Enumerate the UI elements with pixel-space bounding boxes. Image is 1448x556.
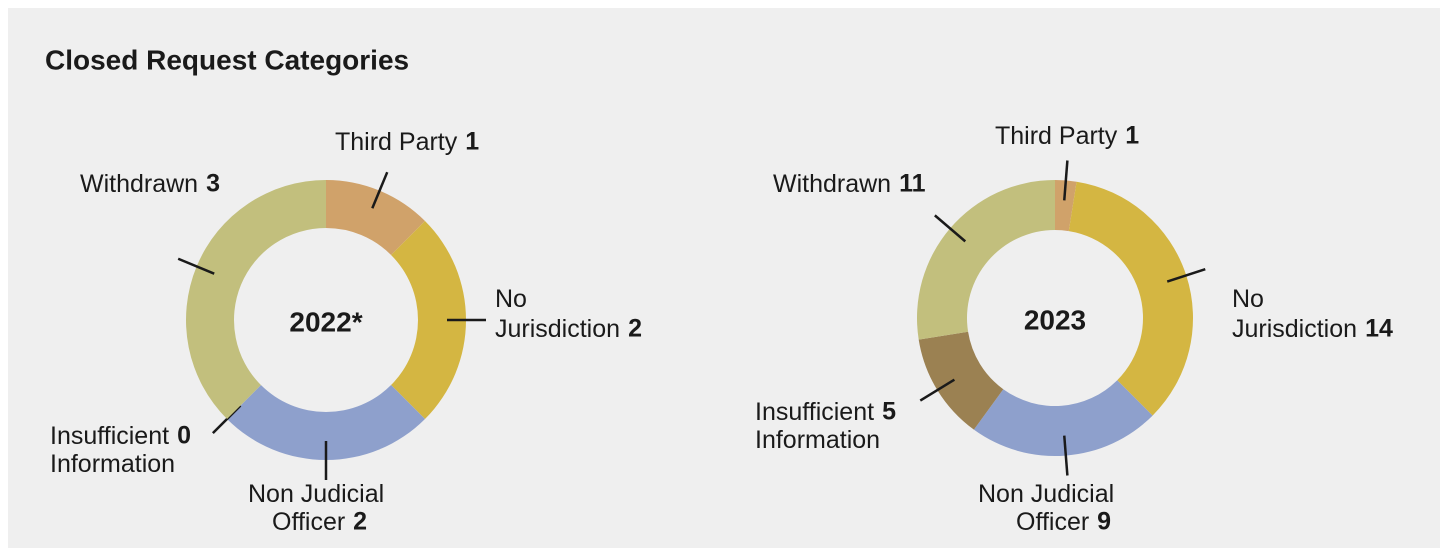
center-label: 2023: [1024, 304, 1086, 335]
slice-label: Third Party: [995, 122, 1118, 150]
value-label: 11: [899, 170, 926, 198]
label-line: No: [495, 285, 527, 313]
chart-title: Closed Request Categories: [45, 44, 409, 75]
leader-line: [1063, 435, 1069, 476]
donut-slice: [917, 180, 1055, 340]
value-label: 2: [628, 315, 642, 343]
label-line: Information: [755, 426, 880, 454]
value-label: 14: [1365, 315, 1393, 343]
label-line: Officer: [272, 508, 345, 536]
donut-slice: [227, 385, 425, 460]
slice-label: Withdrawn: [773, 170, 891, 198]
label-line: No: [1232, 285, 1264, 313]
leader-line: [934, 214, 967, 243]
label-line: Insufficient: [755, 398, 874, 426]
leader-line: [177, 257, 215, 275]
panel: [8, 8, 1440, 548]
leader-line: [919, 378, 956, 402]
donut-slice: [1055, 180, 1077, 232]
value-label: 0: [177, 422, 191, 450]
slice-label: Insufficient Information: [755, 398, 880, 454]
label-line: Non Judicial: [978, 480, 1114, 508]
leader-line: [1063, 160, 1069, 201]
label-line: Jurisdiction: [1232, 315, 1357, 343]
label-line: Withdrawn: [773, 170, 891, 198]
slice-label: Non Judicial Officer: [248, 480, 384, 536]
donut-slice: [227, 385, 261, 419]
donut-slice: [326, 180, 425, 255]
label-line: Third Party: [335, 128, 458, 156]
value-label: 2: [353, 508, 367, 536]
donut-slice: [918, 331, 1004, 430]
slice-label: Non Judicial Officer: [978, 480, 1114, 536]
slice-label: Third Party: [335, 128, 458, 156]
label-line: Non Judicial: [248, 480, 384, 508]
donut-slice: [186, 180, 326, 419]
value-label: 5: [882, 398, 896, 426]
center-label: 2022*: [289, 306, 362, 337]
label-line: Insufficient: [50, 422, 169, 450]
slice-label: Withdrawn: [80, 170, 198, 198]
leader-line: [371, 171, 389, 209]
label-line: Officer: [1016, 508, 1089, 536]
leader-line: [1166, 267, 1206, 283]
slice-label: No Jurisdiction: [495, 285, 620, 343]
label-line: Jurisdiction: [495, 315, 620, 343]
label-line: Third Party: [995, 122, 1118, 150]
donut-slice: [973, 380, 1153, 456]
donut-slice: [1068, 181, 1193, 416]
label-line: Withdrawn: [80, 170, 198, 198]
slice-label: No Jurisdiction: [1232, 285, 1357, 343]
donut-slice: [391, 221, 466, 419]
slice-label: Insufficient Information: [50, 422, 175, 478]
value-label: 1: [1125, 122, 1139, 150]
value-label: 3: [206, 170, 220, 198]
value-label: 1: [465, 128, 479, 156]
label-line: Information: [50, 450, 175, 478]
value-label: 9: [1097, 508, 1111, 536]
